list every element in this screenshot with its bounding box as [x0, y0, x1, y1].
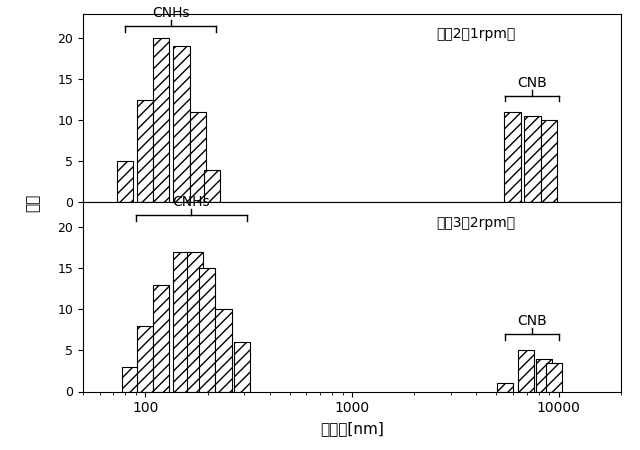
Bar: [154, 285, 170, 392]
Bar: [234, 342, 250, 392]
Text: CNB: CNB: [517, 314, 547, 328]
Bar: [137, 100, 153, 202]
Bar: [189, 112, 206, 202]
Text: 水朅2（1rpm）: 水朅2（1rpm）: [436, 27, 515, 41]
Bar: [173, 252, 189, 392]
Bar: [518, 351, 534, 392]
Text: CNHs: CNHs: [152, 6, 189, 20]
X-axis label: 粒子径[nm]: 粒子径[nm]: [320, 421, 384, 436]
Bar: [497, 383, 513, 392]
Bar: [524, 116, 541, 202]
Bar: [545, 363, 562, 392]
Bar: [504, 112, 520, 202]
Bar: [204, 170, 220, 202]
Text: CNHs: CNHs: [173, 195, 210, 209]
Text: 強度: 強度: [26, 194, 40, 212]
Bar: [137, 326, 153, 392]
Bar: [541, 120, 557, 202]
Text: CNB: CNB: [517, 76, 547, 90]
Bar: [216, 309, 232, 392]
Bar: [154, 38, 170, 202]
Bar: [173, 46, 189, 202]
Bar: [187, 252, 204, 392]
Bar: [536, 359, 552, 392]
Text: 水朅3（2rpm）: 水朅3（2rpm）: [436, 216, 515, 230]
Bar: [122, 367, 138, 392]
Bar: [117, 162, 133, 202]
Bar: [199, 268, 215, 392]
